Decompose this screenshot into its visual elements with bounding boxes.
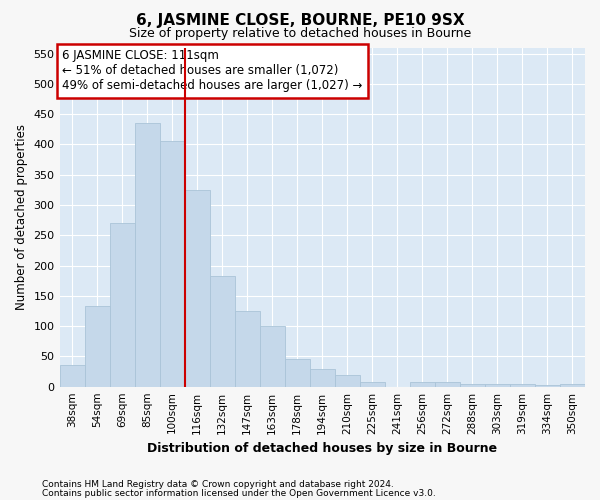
Bar xyxy=(535,385,560,386)
Bar xyxy=(510,384,535,386)
Bar xyxy=(235,311,260,386)
Bar xyxy=(560,384,585,386)
Bar xyxy=(160,142,185,386)
Text: Contains HM Land Registry data © Crown copyright and database right 2024.: Contains HM Land Registry data © Crown c… xyxy=(42,480,394,489)
Bar xyxy=(360,382,385,386)
Y-axis label: Number of detached properties: Number of detached properties xyxy=(15,124,28,310)
Bar xyxy=(185,190,209,386)
Bar xyxy=(435,382,460,386)
Text: 6, JASMINE CLOSE, BOURNE, PE10 9SX: 6, JASMINE CLOSE, BOURNE, PE10 9SX xyxy=(136,12,464,28)
Bar xyxy=(209,276,235,386)
Bar xyxy=(410,382,435,386)
Text: Size of property relative to detached houses in Bourne: Size of property relative to detached ho… xyxy=(129,28,471,40)
Bar xyxy=(110,223,134,386)
Bar xyxy=(134,123,160,386)
Bar xyxy=(335,374,360,386)
X-axis label: Distribution of detached houses by size in Bourne: Distribution of detached houses by size … xyxy=(147,442,497,455)
Bar xyxy=(285,360,310,386)
Text: 6 JASMINE CLOSE: 111sqm
← 51% of detached houses are smaller (1,072)
49% of semi: 6 JASMINE CLOSE: 111sqm ← 51% of detache… xyxy=(62,49,362,92)
Bar xyxy=(310,368,335,386)
Text: Contains public sector information licensed under the Open Government Licence v3: Contains public sector information licen… xyxy=(42,488,436,498)
Bar xyxy=(260,326,285,386)
Bar xyxy=(85,306,110,386)
Bar xyxy=(460,384,485,386)
Bar xyxy=(485,384,510,386)
Bar xyxy=(59,366,85,386)
